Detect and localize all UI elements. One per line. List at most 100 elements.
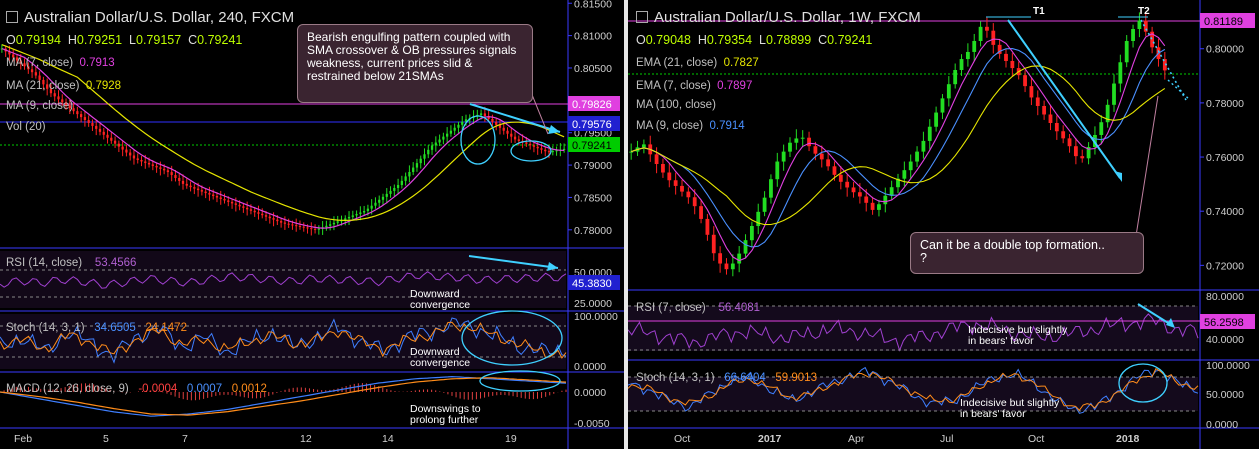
left-candle — [389, 190, 392, 194]
legend-stoch[interactable]: Stoch (14, 3, 1) 66.6404 59.9013 — [636, 372, 817, 384]
legend-ema21[interactable]: EMA (21, close) 0.7827 — [636, 57, 759, 69]
close-value: 0.79241 — [827, 33, 873, 47]
legend-ma7[interactable]: MA (7, close) 0.7913 — [6, 57, 115, 69]
stoch-d-line — [628, 367, 1199, 411]
left-candle — [525, 142, 528, 144]
left-candle — [434, 142, 437, 146]
left-candle — [106, 134, 109, 138]
left-candle — [506, 130, 509, 134]
chart-panel-weekly[interactable]: 0.80000 0.78000 0.76000 0.74000 0.72000 0.811… — [628, 0, 1259, 449]
macd-note: Downswings to prolong further — [410, 403, 481, 426]
left-candle — [313, 228, 317, 230]
left-candle — [174, 175, 177, 178]
left-candle — [495, 121, 498, 125]
right-candle — [1054, 123, 1059, 132]
left-candle — [87, 120, 90, 123]
price-tick-label: 0.79000 — [574, 160, 612, 172]
ohlc-readout: O0.79048 H0.79354 L0.78899 C0.79241 — [636, 33, 873, 47]
right-candle — [1042, 105, 1047, 115]
left-candle — [457, 124, 460, 128]
right-candle — [718, 253, 723, 264]
collapse-icon[interactable] — [6, 11, 18, 23]
price-tick-label: 0.81000 — [574, 31, 612, 43]
left-candle — [317, 228, 320, 230]
projection-line — [1140, 19, 1187, 101]
ohlc-readout: O0.79194 H0.79251 L0.79157 C0.79241 — [6, 33, 243, 47]
chart-panel-4h[interactable]: 0.815000.810000.805000.800000.795000.790… — [0, 0, 624, 449]
left-candle — [298, 225, 302, 227]
left-candle — [355, 213, 358, 216]
left-candle — [261, 213, 264, 216]
right-candle — [1099, 122, 1104, 135]
collapse-icon[interactable] — [636, 11, 648, 23]
price-tick-label: 0.72000 — [1206, 260, 1244, 272]
right-candle — [972, 41, 977, 52]
analysis-callout: Bearish engulfing pattern coupled with S… — [297, 24, 533, 103]
legend-rsi[interactable]: RSI (14, close) 53.4566 — [6, 257, 137, 269]
left-candle — [129, 152, 132, 156]
left-candle — [370, 205, 373, 209]
callout-pointer — [1135, 95, 1159, 237]
left-candle — [415, 163, 419, 168]
right-candle — [1023, 75, 1027, 87]
left-candle — [155, 165, 158, 168]
legend-ma21[interactable]: MA (21, close) 0.7928 — [6, 80, 122, 92]
left-candle — [215, 196, 219, 198]
x-tick-label: 19 — [505, 433, 517, 445]
left-candle — [544, 149, 547, 152]
legend-vol[interactable]: Vol (20) — [6, 121, 46, 133]
right-candle — [781, 151, 786, 162]
right-candle — [934, 112, 939, 127]
x-tick-label: Feb — [14, 433, 32, 445]
left-candle — [132, 155, 136, 159]
right-candle — [800, 137, 805, 139]
right-candle — [1112, 83, 1116, 105]
left-candle — [181, 180, 185, 184]
left-candle — [234, 203, 237, 205]
left-candle — [310, 228, 313, 230]
legend-ma9[interactable]: MA (9, close) — [6, 100, 74, 112]
rsi-tick-label: 25.0000 — [574, 298, 612, 310]
legend-ema7[interactable]: EMA (7, close) 0.7897 — [636, 80, 753, 92]
right-candle — [699, 206, 703, 219]
left-candle — [555, 150, 558, 152]
left-candle — [547, 151, 551, 153]
right-candle — [1137, 20, 1142, 30]
legend-rsi[interactable]: RSI (7, close) 56.4081 — [636, 302, 761, 314]
rsi-arrow — [468, 255, 559, 269]
chart-weekly-canvas[interactable]: 0.80000 0.78000 0.76000 0.74000 0.72000 0.811… — [628, 0, 1259, 449]
x-tick-label: Oct — [1028, 433, 1044, 445]
left-candle — [121, 146, 124, 150]
left-candle — [110, 137, 113, 141]
right-candle — [680, 185, 684, 192]
right-candle — [857, 192, 862, 197]
left-candle — [366, 208, 370, 212]
right-candle — [877, 204, 881, 210]
left-candle — [272, 218, 275, 220]
legend-ma100[interactable]: MA (100, close) — [636, 99, 716, 111]
macd-signal-line — [0, 377, 567, 416]
legend-stoch[interactable]: Stoch (14, 3, 1) 34.6505 24.1472 — [6, 322, 187, 334]
left-candle — [491, 118, 494, 122]
rsi-arrow-head — [547, 262, 558, 271]
price-tag-bg — [568, 116, 620, 131]
right-candle — [762, 197, 767, 212]
left-candle — [517, 139, 520, 141]
left-candle — [253, 210, 256, 213]
left-candle — [30, 69, 34, 73]
legend-ma9[interactable]: MA (9, close) 0.7914 — [636, 120, 745, 132]
stoch-d-line — [0, 321, 567, 359]
price-tag: 0.79241 — [572, 140, 612, 152]
rsi-arrow-head — [1166, 318, 1175, 328]
left-candle — [325, 225, 328, 228]
left-candle — [178, 177, 181, 181]
x-tick-label: 7 — [182, 433, 188, 445]
left-candle — [136, 158, 139, 160]
rsi-arrow — [1137, 303, 1174, 327]
legend-macd[interactable]: MACD (12, 26, close, 9) -0.0004 0.0007 0… — [6, 383, 267, 395]
left-candle — [400, 180, 403, 186]
right-candle — [953, 70, 958, 85]
price-tick-label: 0.74000 — [1206, 206, 1244, 218]
rsi-tag-bg — [1200, 314, 1255, 329]
right-candle — [711, 234, 716, 254]
